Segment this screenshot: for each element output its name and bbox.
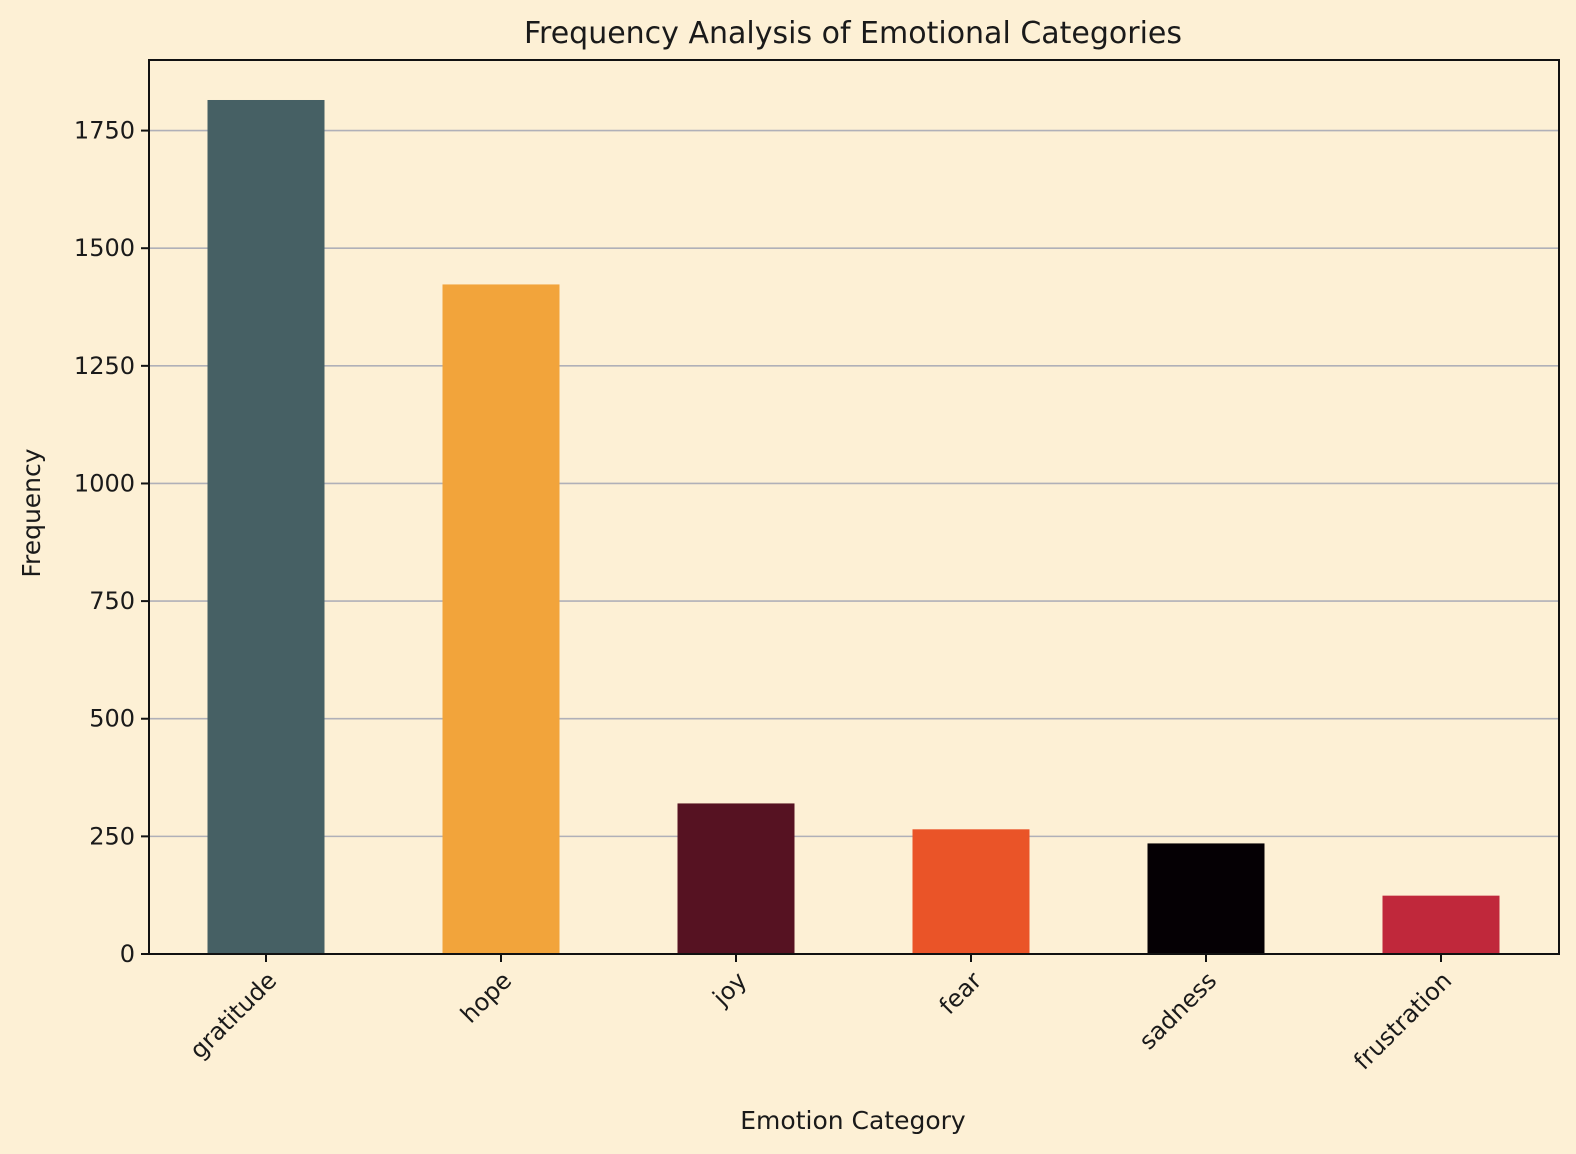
y-axis-ticks: 0 250 500 750 1000 1250 1500 1750 [74,117,149,968]
x-axis-ticks: gratitude hope joy fear sadness frustration [184,954,1457,1075]
y-tick-label-250: 250 [89,822,135,850]
x-tick-label-fear: fear [934,966,988,1020]
grid-lines [149,129,1559,838]
bar-sadness [1147,843,1265,954]
y-tick-label-0: 0 [120,940,135,968]
bar-hope [442,284,560,954]
bar-fear [912,829,1030,954]
y-tick-label-1750: 1750 [74,117,135,145]
chart-title: Frequency Analysis of Emotional Categori… [524,16,1182,51]
x-axis-label: Emotion Category [740,1106,966,1135]
x-tick-label-gratitude: gratitude [184,966,282,1064]
x-tick-label-hope: hope [455,966,517,1028]
plot-frame [148,59,1560,955]
y-tick-label-1000: 1000 [74,469,135,497]
bar-gratitude [207,99,325,954]
y-tick-label-500: 500 [89,705,135,733]
x-tick-label-frustration: frustration [1348,966,1457,1075]
bar-joy [677,803,795,954]
y-tick-label-750: 750 [89,587,135,615]
y-tick-label-1250: 1250 [74,352,135,380]
bars [207,99,1500,954]
bar-frustration [1382,895,1500,954]
y-tick-label-1500: 1500 [74,234,135,262]
x-tick-label-joy: joy [707,966,753,1012]
x-tick-label-sadness: sadness [1134,966,1223,1055]
y-axis-label: Frequency [17,448,46,577]
